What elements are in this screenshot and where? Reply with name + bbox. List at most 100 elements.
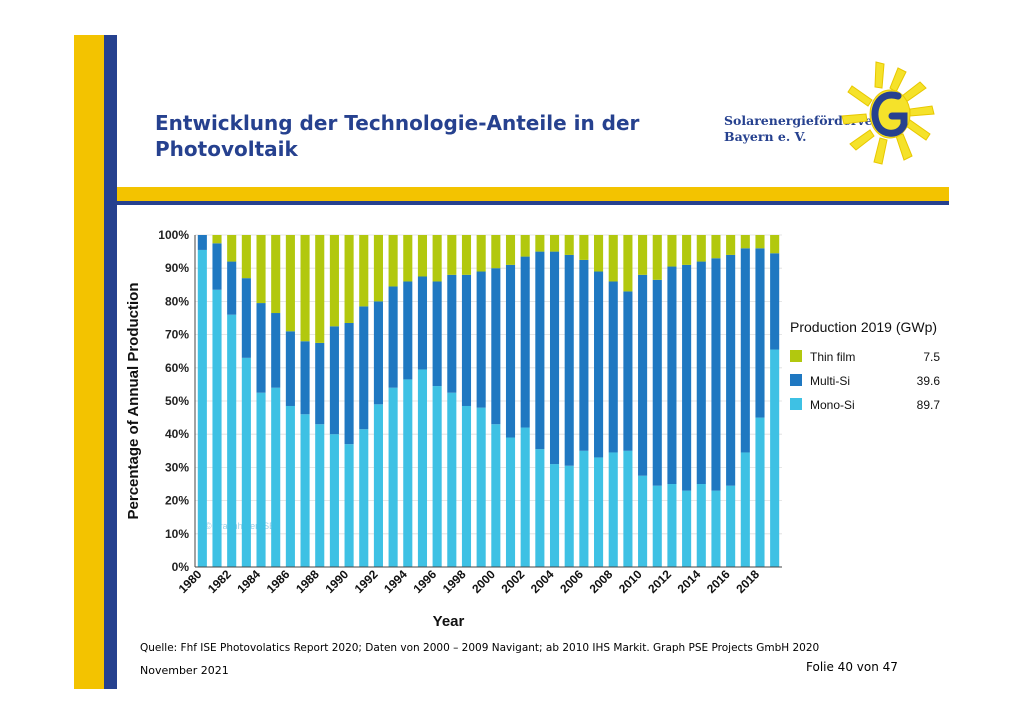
bar-segment — [329, 235, 339, 327]
bar-segment — [667, 266, 677, 484]
bar-segment — [696, 261, 706, 484]
left-accent-blue — [104, 35, 117, 689]
bar-segment — [388, 286, 398, 388]
footer-date: November 2021 — [140, 664, 229, 677]
bar-segment — [388, 387, 398, 567]
bar-segment — [241, 235, 251, 279]
bar-segment — [770, 349, 780, 567]
bar-segment — [579, 235, 589, 260]
bar-segment — [373, 235, 383, 302]
bar-segment — [212, 289, 222, 567]
x-tick-label: 1990 — [322, 567, 351, 596]
bar-segment — [271, 387, 281, 567]
bar-segment — [315, 342, 325, 425]
bar-segment — [740, 248, 750, 453]
bar-segment — [212, 243, 222, 290]
bar-segment — [608, 281, 618, 453]
bar-segment — [608, 452, 618, 567]
bar-segment — [667, 484, 677, 567]
bar-segment — [652, 485, 662, 567]
y-tick-label: 80% — [165, 294, 189, 308]
x-tick-label: 2000 — [469, 567, 498, 596]
bar-segment — [329, 434, 339, 567]
bar-segment — [711, 235, 721, 259]
y-axis-title: Percentage of Annual Production — [125, 283, 142, 520]
bar-segment — [682, 264, 692, 491]
x-tick-label: 1998 — [440, 567, 469, 596]
bar-segment — [652, 279, 662, 486]
bar-segment — [300, 341, 310, 415]
bar-segment — [476, 271, 486, 408]
bar-segment — [711, 490, 721, 567]
bar-segment — [667, 235, 677, 267]
bar-segment — [740, 452, 750, 567]
bar-segment — [491, 268, 501, 425]
y-tick-label: 70% — [165, 328, 189, 342]
watermark-text: © Fraunhofer ISE — [205, 521, 275, 531]
x-tick-label: 2006 — [557, 567, 586, 596]
bar-segment — [417, 235, 428, 277]
header-rule-blue — [117, 201, 949, 205]
bar-segment — [505, 264, 516, 438]
bar-segment — [770, 253, 780, 350]
bar-segment — [696, 484, 706, 567]
bar-segment — [476, 407, 486, 567]
bar-segment — [491, 235, 501, 269]
bar-segment — [505, 437, 516, 567]
bar-segment — [682, 235, 692, 265]
y-tick-label: 30% — [165, 460, 189, 474]
bar-segment — [740, 235, 750, 249]
bar-segment — [564, 254, 574, 466]
bar-segment — [285, 405, 295, 567]
bar-segment — [726, 485, 736, 567]
y-tick-label: 100% — [158, 228, 189, 242]
bar-segment — [564, 235, 574, 255]
bar-segment — [579, 450, 589, 567]
bar-segment — [491, 424, 501, 567]
bar-segment — [520, 235, 530, 257]
x-tick-label: 1988 — [293, 567, 322, 596]
x-axis-title: Year — [433, 613, 465, 630]
bar-segment — [594, 271, 604, 458]
legend-swatch — [790, 374, 802, 386]
bar-segment — [359, 429, 369, 567]
bar-segment — [447, 392, 457, 567]
legend-label: Mono-Si — [810, 398, 855, 412]
bar-segment — [256, 392, 266, 567]
bar-segment — [447, 235, 457, 275]
bar-segment — [359, 306, 369, 430]
bar-segment — [505, 235, 516, 265]
slide-title: Entwicklung der Technologie-Anteile in d… — [155, 111, 640, 161]
bar-segment — [623, 291, 633, 451]
x-tick-label: 2008 — [587, 567, 616, 596]
bar-segment — [344, 322, 354, 445]
bar-segment — [271, 313, 281, 388]
bar-segment — [212, 235, 222, 244]
bar-segment — [227, 235, 237, 262]
bar-segment — [403, 379, 413, 567]
bar-segment — [417, 369, 428, 567]
bar-segment — [608, 235, 618, 282]
bar-segment — [403, 281, 413, 380]
bar-segment — [403, 235, 413, 282]
bar-segment — [520, 427, 530, 567]
pv-technology-share-chart: 0% 10% 20% 30% 40% 50% 60% 70% 80% 90% 100% © Fraun… — [125, 228, 940, 630]
page-number: Folie 40 von 47 — [806, 660, 898, 674]
bar-segment — [623, 450, 633, 567]
legend-label: Multi-Si — [810, 374, 850, 388]
bar-segment — [344, 444, 354, 567]
bar-segment — [447, 274, 457, 393]
bar-segment — [197, 249, 207, 567]
logo-line-2: Bayern e. V. — [724, 129, 807, 144]
x-tick-label: 1984 — [234, 567, 263, 596]
bar-segment — [682, 490, 692, 567]
y-tick-label: 60% — [165, 361, 189, 375]
bar-segment — [755, 235, 765, 249]
bar-segment — [564, 465, 574, 567]
bar-segment — [549, 464, 560, 567]
x-tick-label: 2018 — [733, 567, 762, 596]
legend-swatch — [790, 350, 802, 362]
bar-segment — [755, 248, 765, 418]
bar-segment — [770, 235, 780, 254]
bar-segment — [535, 449, 545, 567]
